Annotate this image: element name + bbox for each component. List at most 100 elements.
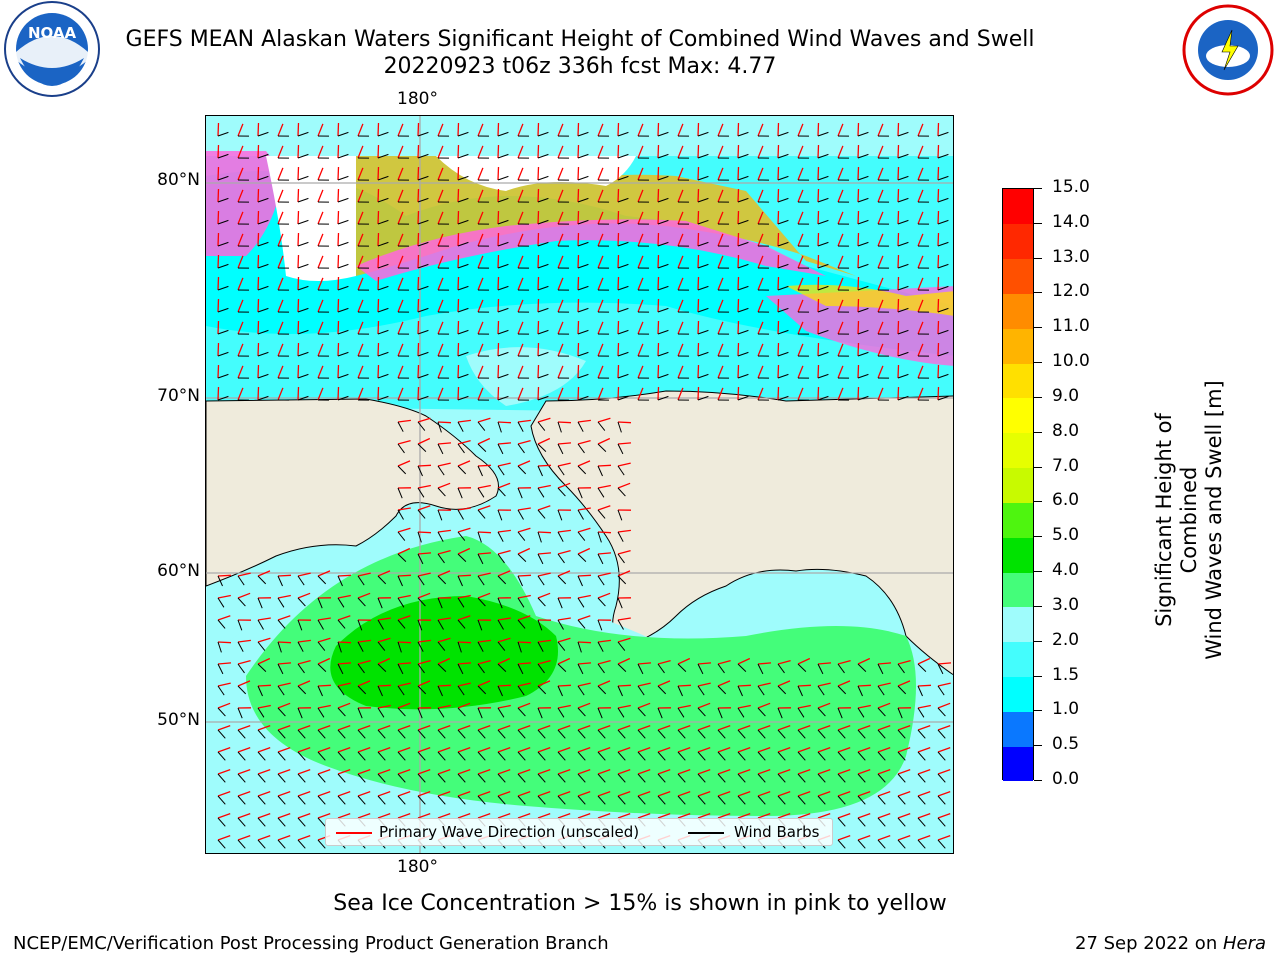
wind-barb (777, 395, 789, 401)
wind-barb (237, 751, 246, 761)
wave-direction-arrow (917, 167, 924, 181)
wind-barb (297, 373, 309, 379)
wave-direction-arrow (877, 834, 891, 841)
wave-direction-arrow (697, 662, 712, 665)
colorbar-title-line2: Wind Waves and Swell [m] (1202, 380, 1226, 660)
wind-barb (697, 153, 709, 159)
wave-direction-arrow (457, 166, 460, 181)
wave-direction-arrow (357, 746, 371, 753)
wave-direction-arrow (557, 746, 571, 753)
map-legend: Primary Wave Direction (unscaled) Wind B… (325, 818, 833, 846)
wind-barb (457, 707, 466, 717)
wave-direction-arrow (357, 365, 364, 379)
wave-direction-arrow (637, 123, 644, 137)
wind-barb (417, 241, 429, 247)
wind-barb (737, 329, 749, 335)
wind-barb (817, 329, 829, 335)
wave-direction-arrow (857, 232, 860, 247)
wave-direction-arrow (537, 680, 551, 687)
wave-direction-arrow (457, 386, 460, 401)
wave-direction-arrow (377, 790, 391, 797)
wave-direction-arrow (757, 255, 764, 269)
wind-barb (357, 597, 366, 607)
wind-barb (397, 641, 402, 653)
wave-direction-arrow (677, 145, 684, 159)
wind-barb (697, 729, 706, 739)
wave-direction-arrow (337, 812, 351, 819)
wave-direction-arrow (217, 615, 231, 621)
wave-direction-arrow (577, 768, 591, 775)
wind-barb (337, 241, 349, 247)
wave-direction-arrow (737, 342, 740, 357)
wave-direction-arrow (317, 343, 324, 357)
wave-direction-arrow (737, 232, 740, 247)
wave-direction-arrow (337, 615, 351, 621)
wave-direction-arrow (277, 189, 284, 203)
wind-barb (617, 575, 627, 585)
wave-direction-arrow (797, 684, 812, 687)
map-panel[interactable] (205, 115, 954, 854)
wind-barb (417, 663, 425, 674)
wind-barb (577, 641, 582, 653)
wind-barbs-legend-label: Wind Barbs (734, 823, 820, 841)
wind-barb (557, 553, 565, 564)
wave-direction-arrow (317, 167, 324, 181)
wind-barb (257, 575, 267, 585)
wind-barb (357, 663, 365, 674)
wave-direction-arrow (697, 682, 711, 687)
wind-barb (737, 307, 749, 313)
wind-barb (217, 263, 229, 269)
wave-direction-arrow (417, 552, 432, 555)
wave-direction-arrow (717, 189, 724, 203)
lon-label-bottom: 180° (397, 857, 438, 877)
wave-direction-arrow (237, 211, 244, 225)
wind-barb (697, 685, 705, 696)
wave-direction-arrow (757, 123, 764, 137)
wave-direction-arrow (297, 298, 300, 313)
wave-direction-arrow (677, 657, 691, 665)
wave-direction-arrow (557, 684, 572, 687)
wave-direction-arrow (477, 639, 491, 643)
wave-direction-arrow (277, 724, 291, 731)
wave-direction-arrow (237, 233, 244, 247)
wave-direction-arrow (537, 746, 551, 753)
wind-barb (537, 263, 549, 269)
wave-direction-arrow (557, 790, 571, 797)
wind-barb (217, 751, 226, 761)
wind-barb (557, 685, 563, 697)
wind-barb (217, 795, 226, 805)
wind-barb (417, 641, 424, 652)
wave-direction-arrow (577, 276, 580, 291)
wave-direction-arrow (417, 531, 432, 534)
wind-barb (737, 395, 749, 401)
wave-direction-arrow (877, 682, 891, 687)
wave-direction-arrow (457, 812, 471, 819)
wind-barb (657, 307, 669, 313)
wind-barb (517, 509, 524, 520)
wind-barb (937, 729, 946, 739)
nws-logo (1176, 2, 1280, 98)
wave-direction-arrow (397, 594, 411, 599)
wind-barb (217, 663, 224, 675)
wave-direction-arrow (437, 482, 451, 489)
wind-barb (757, 663, 764, 675)
wave-direction-arrow (337, 662, 352, 665)
wind-barb (497, 153, 509, 159)
wind-barb (737, 197, 749, 203)
wind-barb (897, 241, 909, 247)
wind-barb (917, 663, 927, 672)
wave-direction-arrow (257, 790, 271, 797)
wind-barb (457, 487, 463, 499)
wind-barb (457, 285, 469, 291)
wind-barb (797, 729, 806, 739)
wind-barb (577, 351, 589, 357)
wind-barb (577, 373, 589, 379)
sea-ice-pink (356, 219, 826, 281)
wind-barb (237, 707, 243, 719)
wave-direction-arrow (477, 464, 492, 467)
wave-direction-arrow (717, 211, 724, 225)
wave-direction-arrow (377, 166, 380, 181)
wave-direction-arrow (257, 188, 260, 203)
wind-barb (317, 663, 327, 672)
wave-direction-arrow (517, 299, 524, 313)
